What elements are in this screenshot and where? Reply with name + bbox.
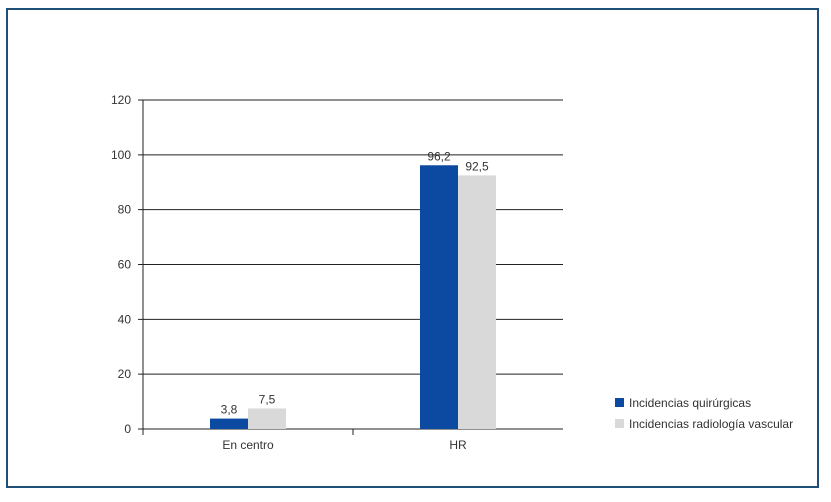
legend-swatch <box>615 398 624 407</box>
bar <box>420 165 458 430</box>
y-tick-label: 40 <box>118 312 132 326</box>
y-tick-label: 20 <box>118 367 132 381</box>
data-labels: 3,8 7,5 96,2 92,5 <box>221 149 489 416</box>
legend: Incidencias quirúrgicas Incidencias radio… <box>615 396 793 431</box>
bar <box>210 418 248 429</box>
x-category-label: HR <box>449 438 467 452</box>
x-category-label: En centro <box>222 438 274 452</box>
y-tick-label: 120 <box>111 93 131 107</box>
data-label: 7,5 <box>259 392 276 406</box>
chart-frame <box>6 8 819 488</box>
y-tick-label: 80 <box>118 203 132 217</box>
legend-label: Incidencias quirúrgicas <box>629 396 751 410</box>
legend-label: Incidencias radiología vascular <box>629 417 793 431</box>
y-tick-label: 60 <box>118 258 132 272</box>
data-label: 96,2 <box>427 149 451 163</box>
data-label: 3,8 <box>221 403 238 417</box>
bar <box>248 408 286 429</box>
y-tick-label: 0 <box>124 422 131 436</box>
y-tick-label: 100 <box>111 148 131 162</box>
bars <box>210 165 496 430</box>
bar <box>458 175 496 429</box>
gridlines <box>138 99 563 430</box>
data-label: 92,5 <box>465 159 489 173</box>
axes: 0 20 40 60 80 100 120 En centro HR <box>111 93 467 452</box>
legend-swatch <box>615 419 624 428</box>
